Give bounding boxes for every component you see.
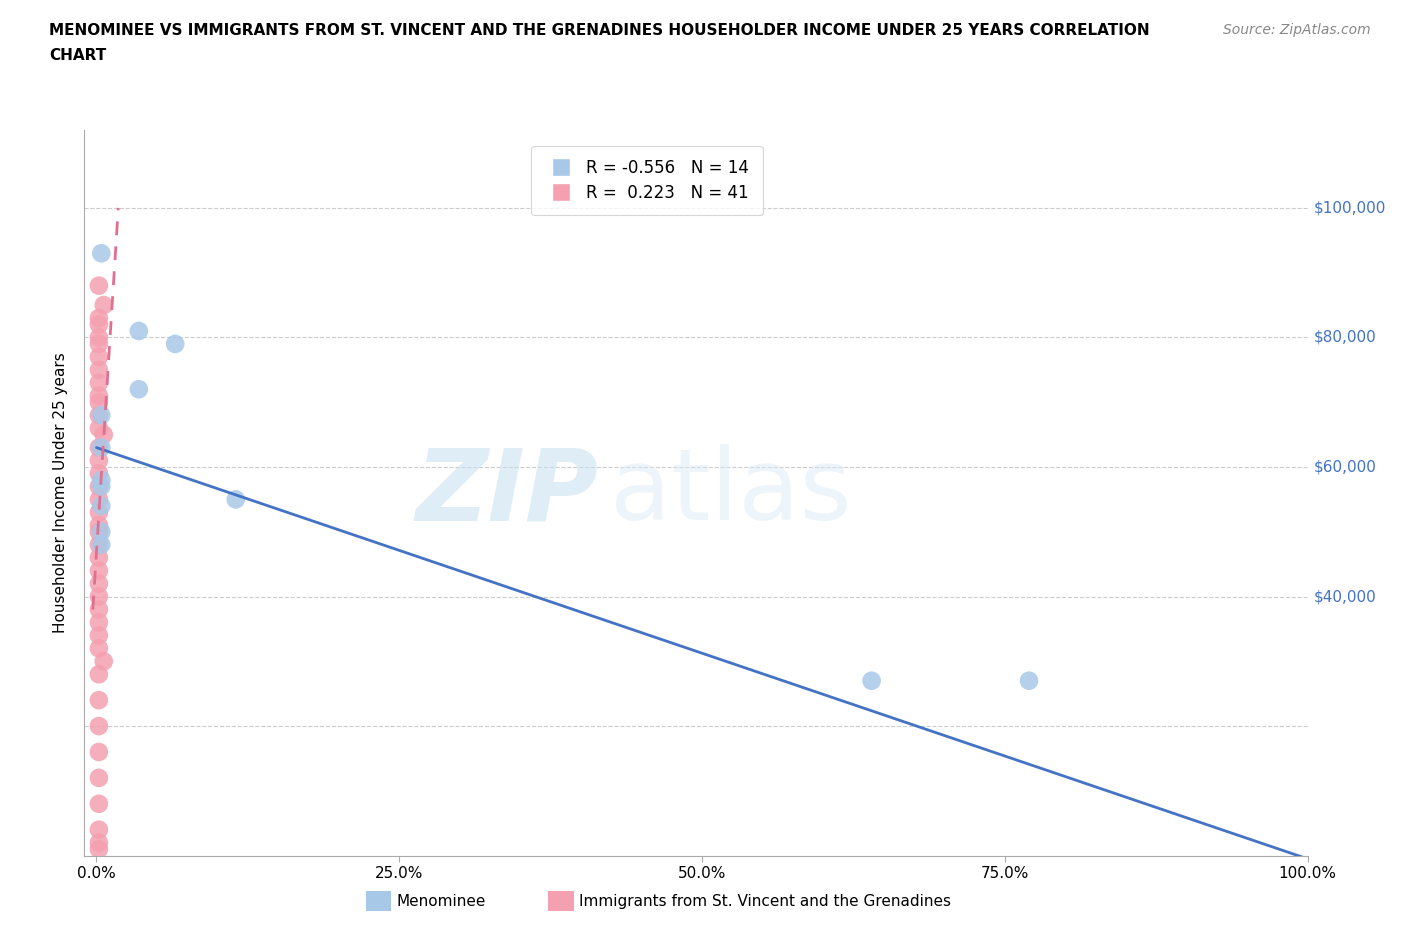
Text: MENOMINEE VS IMMIGRANTS FROM ST. VINCENT AND THE GRENADINES HOUSEHOLDER INCOME U: MENOMINEE VS IMMIGRANTS FROM ST. VINCENT… xyxy=(49,23,1150,38)
Text: atlas: atlas xyxy=(610,445,852,541)
Point xyxy=(90,498,112,513)
Point xyxy=(87,311,110,325)
Point xyxy=(93,427,115,442)
Point xyxy=(87,693,110,708)
Point xyxy=(87,420,110,435)
Point xyxy=(87,330,110,345)
Point xyxy=(87,278,110,293)
Text: $80,000: $80,000 xyxy=(1313,330,1376,345)
Text: $100,000: $100,000 xyxy=(1313,201,1386,216)
Point xyxy=(128,382,150,397)
Point xyxy=(87,453,110,468)
Point xyxy=(87,505,110,520)
Point xyxy=(87,394,110,409)
Point xyxy=(87,615,110,630)
Y-axis label: Householder Income Under 25 years: Householder Income Under 25 years xyxy=(53,352,69,633)
Point xyxy=(87,525,110,539)
Point xyxy=(90,407,112,422)
Point xyxy=(93,654,115,669)
Text: Source: ZipAtlas.com: Source: ZipAtlas.com xyxy=(1223,23,1371,37)
Point xyxy=(165,337,187,352)
Point xyxy=(87,376,110,391)
Point xyxy=(225,492,247,507)
Point xyxy=(87,317,110,332)
Point xyxy=(87,641,110,656)
Text: CHART: CHART xyxy=(49,48,107,63)
Point xyxy=(87,745,110,760)
Point xyxy=(93,298,115,312)
Point xyxy=(90,472,112,487)
Point xyxy=(87,719,110,734)
Point xyxy=(87,479,110,494)
Point xyxy=(87,770,110,785)
Point xyxy=(87,363,110,378)
Text: Menominee: Menominee xyxy=(396,894,486,909)
Point xyxy=(87,551,110,565)
Point xyxy=(90,440,112,455)
Text: Immigrants from St. Vincent and the Grenadines: Immigrants from St. Vincent and the Gren… xyxy=(579,894,952,909)
Point xyxy=(1018,673,1040,688)
Point xyxy=(87,822,110,837)
Point xyxy=(90,479,112,494)
Point xyxy=(860,673,883,688)
Legend: R = -0.556   N = 14, R =  0.223   N = 41: R = -0.556 N = 14, R = 0.223 N = 41 xyxy=(531,146,762,215)
Point xyxy=(87,389,110,404)
Point xyxy=(87,407,110,422)
Point xyxy=(87,538,110,552)
Point xyxy=(87,589,110,604)
Point xyxy=(87,602,110,617)
Point xyxy=(87,518,110,533)
Text: $40,000: $40,000 xyxy=(1313,589,1376,604)
Point xyxy=(87,492,110,507)
Point xyxy=(87,466,110,481)
Point xyxy=(90,246,112,260)
Text: ZIP: ZIP xyxy=(415,445,598,541)
Point xyxy=(87,350,110,365)
Point xyxy=(87,835,110,850)
Point xyxy=(87,440,110,455)
Point xyxy=(87,842,110,857)
Point xyxy=(87,564,110,578)
Point xyxy=(90,525,112,539)
Point xyxy=(87,337,110,352)
Point xyxy=(87,576,110,591)
Point xyxy=(87,796,110,811)
Text: $60,000: $60,000 xyxy=(1313,459,1376,474)
Point xyxy=(128,324,150,339)
Point xyxy=(87,667,110,682)
Point xyxy=(87,628,110,643)
Point xyxy=(90,538,112,552)
